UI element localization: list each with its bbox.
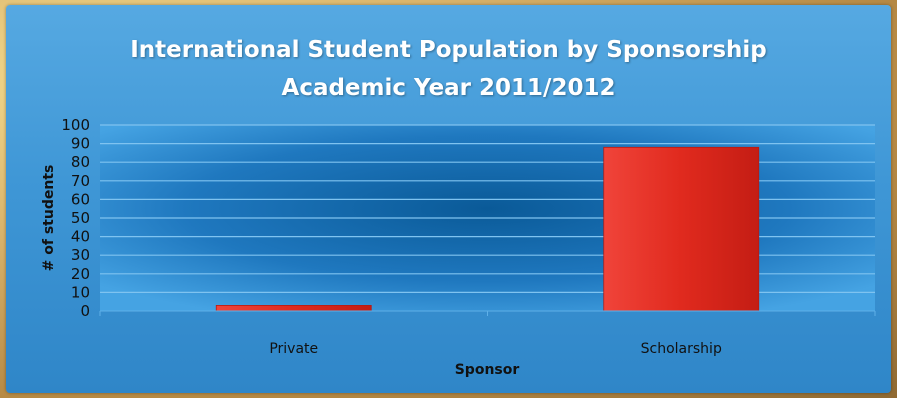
y-tick-label: 100 <box>61 116 90 134</box>
y-tick-label: 50 <box>71 209 90 227</box>
y-tick-label: 60 <box>71 190 90 208</box>
y-axis-title: # of students <box>41 165 57 272</box>
y-tick-label: 10 <box>71 283 90 301</box>
bar-private <box>215 305 372 312</box>
y-tick-label: 40 <box>71 228 90 246</box>
y-tick-label: 70 <box>71 172 90 190</box>
x-tick-label: Private <box>269 341 318 357</box>
chart-subtitle: Academic Year 2011/2012 <box>281 75 616 101</box>
chart-title-block: International Student Population by Spon… <box>6 31 891 107</box>
bar-scholarship <box>603 146 760 312</box>
y-tick-label: 30 <box>71 246 90 264</box>
bars <box>215 146 760 312</box>
y-tick-label: 20 <box>71 265 90 283</box>
chart-title: International Student Population by Spon… <box>130 37 767 63</box>
y-tick-label: 80 <box>71 153 90 171</box>
y-tick-label: 90 <box>71 135 90 153</box>
x-axis-title: Sponsor <box>455 362 520 378</box>
x-axis-ticks: Private Scholarship <box>99 311 876 357</box>
y-tick-label: 0 <box>80 302 90 320</box>
x-tick-label: Scholarship <box>641 341 722 357</box>
